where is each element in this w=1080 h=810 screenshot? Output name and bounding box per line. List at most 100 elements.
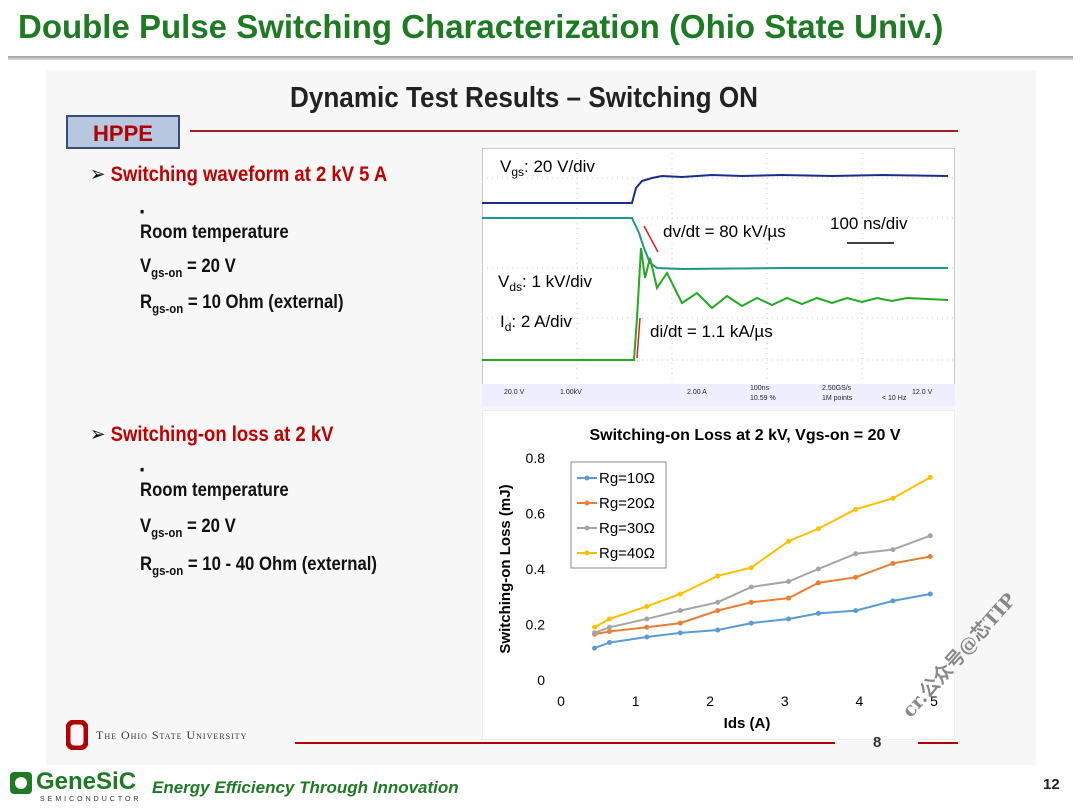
y-tick-label: 0.4 (526, 561, 546, 577)
scope-status: 100ns (750, 385, 770, 392)
bullet: Room temperature (140, 480, 377, 502)
text: : 2 A/div (511, 312, 572, 331)
point (927, 591, 933, 597)
page-number: 12 (1043, 776, 1060, 793)
point (927, 474, 933, 480)
text: V (498, 272, 510, 291)
point (748, 620, 754, 626)
point (592, 624, 598, 630)
scope-annotation: 100 ns/div (830, 214, 908, 233)
bullet: Rgs-on = 10 - 40 Ohm (external) (140, 554, 377, 578)
scope-annotation: Vgs: 20 V/div (500, 157, 595, 179)
bullet-list: Room temperature Vgs-on = 20 V Rgs-on = 10… (140, 200, 344, 328)
text: Room temperature (140, 222, 289, 243)
scope-annotation: Vds: 1 kV/div (498, 272, 592, 294)
slide-title: Dynamic Test Results – Switching ON (290, 82, 758, 114)
text: V (140, 256, 152, 277)
x-tick-label: 0 (557, 693, 565, 709)
point (715, 608, 721, 614)
point (815, 610, 821, 616)
y-tick-label: 0.6 (526, 506, 546, 522)
point (592, 630, 598, 636)
chart-title: Switching-on Loss at 2 kV, Vgs-on = 20 V (589, 427, 900, 444)
legend-label: Rg=10Ω (599, 470, 655, 487)
scope-annotation: di/dt = 1.1 kA/µs (650, 322, 773, 341)
scope-status: 2.00 A (687, 389, 707, 396)
subscript: ds (509, 280, 522, 294)
point (890, 547, 896, 553)
subscript: gs-on (152, 300, 184, 316)
text: I (500, 312, 505, 331)
point (715, 573, 721, 579)
point (606, 628, 612, 634)
point (677, 591, 683, 597)
y-tick-label: 0.8 (526, 450, 546, 466)
x-tick-label: 3 (781, 693, 789, 709)
point (786, 538, 792, 544)
subscript: gs (511, 165, 524, 179)
legend-swatch (584, 525, 590, 531)
y-axis-label: Switching-on Loss (mJ) (497, 484, 514, 653)
point (853, 551, 859, 557)
rule (918, 742, 958, 744)
brand: GeneSiC (36, 768, 137, 795)
scope-status: 1.00kV (560, 389, 582, 396)
point (853, 608, 859, 614)
scope-status: 20.0 V (504, 389, 525, 396)
x-tick-label: 4 (856, 693, 864, 709)
scope-status: < 10 Hz (882, 395, 907, 402)
scope-screen: Vgs: 20 V/div dv/dt = 80 kV/µs 100 ns/di… (482, 148, 955, 406)
brand-sub: SEMICONDUCTOR (40, 796, 142, 803)
scope-status: 10.59 % (750, 395, 776, 402)
bullet: Rgs-on = 10 Ohm (external) (140, 292, 344, 316)
point (927, 554, 933, 560)
point (644, 634, 650, 640)
scope-status: 1M points (822, 395, 853, 402)
text: = 20 V (182, 256, 236, 277)
point (815, 526, 821, 532)
rule (8, 56, 1073, 60)
text: : 1 kV/div (522, 272, 592, 291)
point (927, 533, 933, 539)
text: = 10 - 40 Ohm (external) (183, 553, 377, 575)
subscript: gs-on (151, 524, 183, 540)
scope-annotation: Id: 2 A/div (500, 312, 572, 334)
text: = 20 V (182, 516, 236, 537)
x-tick-label: 5 (930, 693, 938, 709)
brand-icon (10, 772, 32, 794)
tagline: Energy Efficiency Through Innovation (152, 778, 459, 797)
rule (190, 130, 958, 132)
logo: HPPE (66, 115, 180, 149)
point (677, 608, 683, 614)
bullet: Vgs-on = 20 V (140, 256, 344, 280)
point (748, 565, 754, 571)
point (890, 598, 896, 604)
text: 100 ns/div (830, 214, 908, 233)
point (890, 560, 896, 566)
point (606, 616, 612, 622)
text: di/dt = 1.1 kA/µs (650, 322, 773, 341)
text: R (140, 553, 153, 575)
point (786, 595, 792, 601)
legend-swatch (584, 475, 590, 481)
scope-annotation: dv/dt = 80 kV/µs (663, 222, 786, 241)
point (890, 495, 896, 501)
chart: Switching-on Loss at 2 kV, Vgs-on = 20 V… (482, 410, 955, 740)
subscript: d (505, 320, 512, 334)
point (786, 578, 792, 584)
university: The Ohio State University (96, 728, 248, 742)
point (606, 640, 612, 646)
legend-label: Rg=30Ω (599, 520, 655, 537)
point (853, 574, 859, 580)
section-heading: Switching-on loss at 2 kV (90, 422, 334, 447)
rule (295, 742, 835, 744)
legend-label: Rg=40Ω (599, 545, 655, 562)
point (715, 599, 721, 605)
point (677, 620, 683, 626)
point (748, 599, 754, 605)
x-tick-label: 1 (632, 693, 640, 709)
section-heading: Switching waveform at 2 kV 5 A (90, 162, 388, 187)
text: Room temperature (140, 480, 289, 501)
bullet: Room temperature (140, 222, 344, 244)
